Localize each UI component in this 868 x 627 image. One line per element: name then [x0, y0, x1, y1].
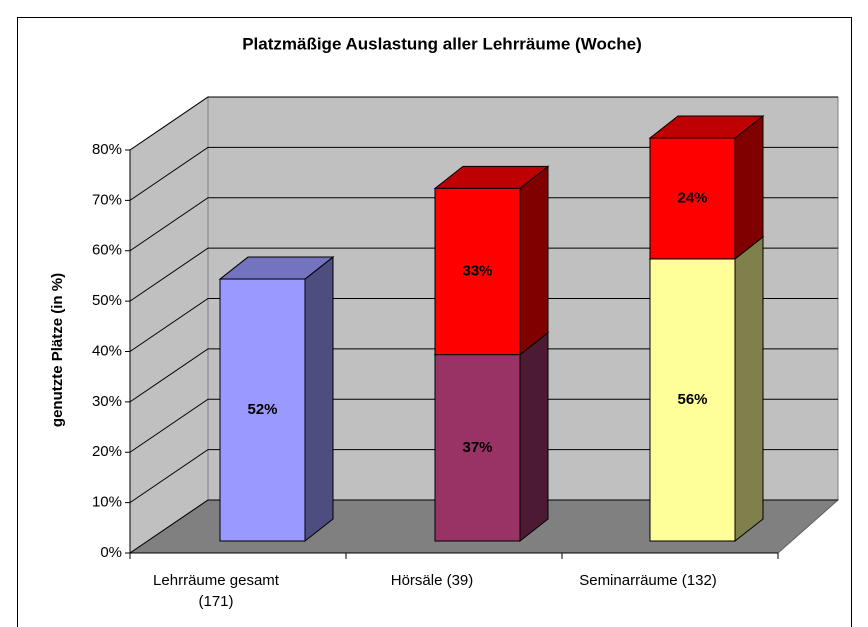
bar-side — [734, 114, 764, 260]
grid-line — [129, 197, 838, 252]
grid-line — [129, 348, 838, 403]
grid-line — [129, 499, 838, 554]
y-tick-label: 50% — [92, 292, 122, 309]
bar-side — [519, 331, 549, 543]
x-tick-label: Hörsäle (39) — [390, 572, 474, 589]
y-tick-label: 20% — [92, 443, 122, 460]
y-tick-label: 40% — [92, 342, 122, 359]
y-tick-label: 10% — [92, 494, 122, 511]
data-label: 24% — [677, 189, 707, 206]
grid-line — [129, 247, 838, 302]
grid-line — [129, 146, 838, 201]
bar-side — [519, 165, 549, 356]
x-tick-label: Lehrräume gesamt (171) — [153, 572, 279, 610]
bar — [434, 354, 521, 542]
bar — [219, 278, 306, 542]
bar-side — [304, 256, 334, 543]
y-tick-label: 80% — [92, 141, 122, 158]
bar — [434, 187, 521, 356]
x-tick-label: Seminarräume (132) — [579, 572, 717, 589]
grid-line — [129, 298, 838, 352]
y-tick-label: 70% — [92, 191, 122, 208]
data-label: 52% — [247, 401, 277, 418]
data-label: 37% — [462, 439, 492, 456]
y-tick-label: 0% — [100, 544, 122, 561]
grid-line — [129, 449, 838, 504]
y-tick-label: 30% — [92, 393, 122, 410]
bar-side — [734, 235, 764, 543]
y-axis-label: genutzte Plätze (in %) — [49, 273, 66, 427]
grid-line — [129, 398, 838, 453]
y-tick-label: 60% — [92, 242, 122, 259]
chart-title: Platzmäßige Auslastung aller Lehrräume (… — [242, 34, 642, 53]
bar — [649, 258, 736, 542]
bar — [649, 137, 736, 260]
data-label: 56% — [677, 391, 707, 408]
data-label: 33% — [462, 262, 492, 279]
grid-line — [129, 96, 838, 151]
